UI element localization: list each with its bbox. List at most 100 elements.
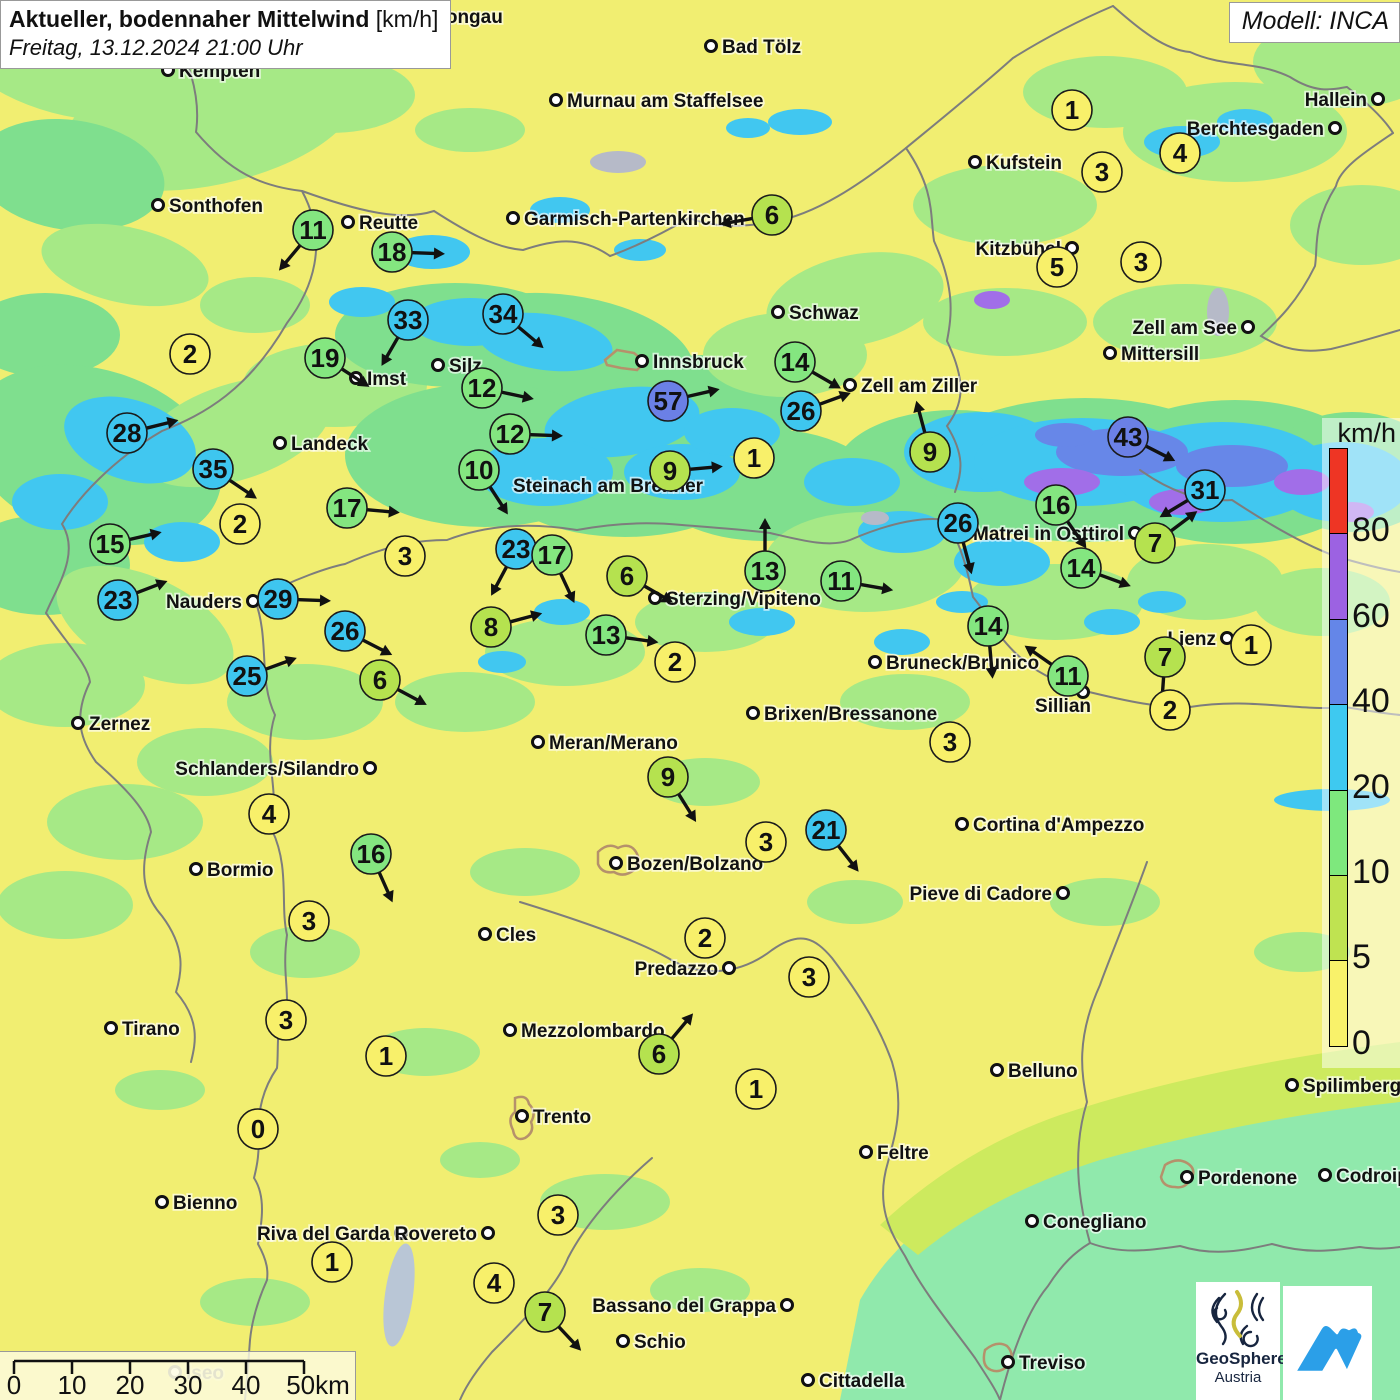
wind-speed-value: 16 bbox=[357, 839, 386, 869]
wind-direction-arrow bbox=[559, 572, 572, 595]
city-dot bbox=[955, 817, 969, 831]
wind-arrow-head bbox=[530, 610, 543, 622]
wind-arrow-head bbox=[838, 390, 851, 403]
city-label: Codroipo bbox=[1336, 1166, 1400, 1187]
wind-speed-value: 26 bbox=[331, 616, 360, 646]
city-dot bbox=[1056, 886, 1070, 900]
wind-station-marker: 1 bbox=[365, 1035, 407, 1077]
wind-speed-circle bbox=[1184, 469, 1226, 511]
city-marker: Garmisch-Partenkirchen bbox=[506, 207, 746, 232]
city-dot bbox=[71, 716, 85, 730]
wind-speed-circle bbox=[733, 437, 775, 479]
city-marker: Murnau am Staffelsee bbox=[549, 89, 765, 114]
wind-speed-circle bbox=[647, 380, 689, 422]
wind-speed-value: 13 bbox=[751, 556, 780, 586]
wind-station-marker: 12 bbox=[461, 367, 534, 409]
wind-speed-circle bbox=[169, 333, 211, 375]
legend-tick-label: 20 bbox=[1352, 767, 1390, 806]
wind-station-marker: 57 bbox=[647, 380, 720, 422]
wind-speed-circle bbox=[292, 209, 334, 251]
scale-bar: 0 10 20 30 40 50km bbox=[0, 1351, 356, 1400]
wind-speed-value: 31 bbox=[1191, 475, 1220, 505]
wind-direction-arrow bbox=[811, 370, 834, 385]
wind-speed-circle bbox=[1036, 246, 1078, 288]
wind-speed-value: 28 bbox=[113, 418, 142, 448]
wind-speed-value: 1 bbox=[379, 1041, 393, 1071]
wind-direction-arrow bbox=[1066, 520, 1082, 542]
city-dot bbox=[273, 436, 287, 450]
map-title-box: Aktueller, bodennaher Mittelwind [km/h] … bbox=[0, 0, 452, 69]
wind-direction-arrow bbox=[859, 582, 885, 590]
wind-speed-value: 11 bbox=[299, 215, 327, 245]
wind-speed-value: 13 bbox=[592, 620, 621, 650]
wind-arrow-head bbox=[1184, 511, 1198, 523]
wind-arrow-head bbox=[985, 667, 998, 679]
wind-direction-arrow bbox=[128, 532, 153, 541]
city-label: Berchtesgaden bbox=[1187, 119, 1324, 140]
city-marker: Bormio bbox=[189, 858, 275, 883]
legend-segment bbox=[1329, 618, 1348, 706]
wind-speed-circle bbox=[311, 1241, 353, 1283]
legend-tick-label: 10 bbox=[1352, 853, 1390, 891]
wind-station-marker: 19 bbox=[304, 337, 370, 387]
city-marker: Cittadella bbox=[801, 1369, 907, 1394]
city-label: Bad Tölz bbox=[722, 37, 801, 58]
city-marker: Zell am See bbox=[1131, 316, 1255, 341]
wind-arrow-head bbox=[913, 400, 925, 413]
legend-segment bbox=[1329, 448, 1348, 535]
city-marker: Sonthofen bbox=[151, 194, 265, 219]
city-marker: Bassano del Grappa bbox=[591, 1294, 794, 1319]
city-marker: Feltre bbox=[859, 1141, 931, 1166]
wind-station-marker: 23 bbox=[97, 579, 168, 621]
wind-arrow-head bbox=[707, 385, 720, 398]
wind-station-marker: 14 bbox=[774, 341, 841, 389]
wind-speed-circle bbox=[1159, 132, 1201, 174]
wind-arrow-head bbox=[1075, 535, 1087, 549]
wind-speed-circle bbox=[192, 448, 234, 490]
city-marker: Hallein bbox=[1303, 88, 1385, 113]
wind-direction-arrow bbox=[366, 508, 391, 514]
wind-station-marker: 13 bbox=[585, 614, 659, 656]
wind-station-marker: 14 bbox=[1060, 547, 1131, 589]
city-label: Sterzing/Vipiteno bbox=[666, 589, 821, 610]
city-dot bbox=[635, 354, 649, 368]
wind-speed-value: 1 bbox=[747, 443, 761, 473]
wind-direction-arrow bbox=[340, 367, 362, 383]
wind-speed-value: 2 bbox=[698, 923, 712, 953]
wind-speed-circle bbox=[226, 655, 268, 697]
city-marker: Schwaz bbox=[771, 301, 860, 326]
city-marker: Treviso bbox=[1001, 1351, 1087, 1376]
city-marker: Trento bbox=[515, 1105, 593, 1130]
city-label: Bormio bbox=[207, 860, 274, 881]
city-label: Bozen/Bolzano bbox=[627, 854, 763, 875]
wind-station-marker: 1 bbox=[1230, 624, 1272, 666]
wind-speed-value: 4 bbox=[262, 799, 277, 829]
wind-station-marker: 2 bbox=[684, 917, 726, 959]
city-label: Sillian bbox=[1035, 696, 1091, 717]
wind-station-marker: 35 bbox=[192, 448, 257, 499]
wind-speed-value: 1 bbox=[1244, 630, 1258, 660]
wind-arrow-head bbox=[1024, 645, 1038, 657]
city-marker: Brixen/Bressanone bbox=[746, 702, 939, 727]
city-label: Feltre bbox=[877, 1143, 929, 1164]
wind-speed-value: 3 bbox=[802, 962, 816, 992]
wind-speed-circle bbox=[1134, 522, 1176, 564]
city-marker: Innsbruck bbox=[635, 350, 746, 375]
wind-speed-value: 3 bbox=[943, 727, 957, 757]
city-marker: Kitzbühel bbox=[974, 237, 1079, 262]
wind-station-marker: 3 bbox=[1120, 241, 1162, 283]
wind-station-marker: 2 bbox=[169, 333, 211, 375]
wind-speed-circle bbox=[359, 659, 401, 701]
wind-speed-value: 35 bbox=[199, 454, 228, 484]
wind-direction-arrow bbox=[385, 336, 400, 359]
scalebar-label: 0 bbox=[7, 1370, 21, 1399]
wind-speed-value: 2 bbox=[668, 647, 682, 677]
wind-station-marker: 3 bbox=[288, 900, 330, 942]
wind-arrow-head bbox=[1159, 506, 1173, 518]
wind-station-marker: 33 bbox=[381, 299, 429, 366]
city-label: Garmisch-Partenkirchen bbox=[524, 209, 745, 230]
wind-arrow-head bbox=[155, 579, 168, 591]
city-label: Zernez bbox=[89, 714, 150, 735]
page-title: Aktueller, bodennaher Mittelwind [km/h] bbox=[9, 6, 438, 33]
wind-speed-circle bbox=[531, 534, 573, 576]
